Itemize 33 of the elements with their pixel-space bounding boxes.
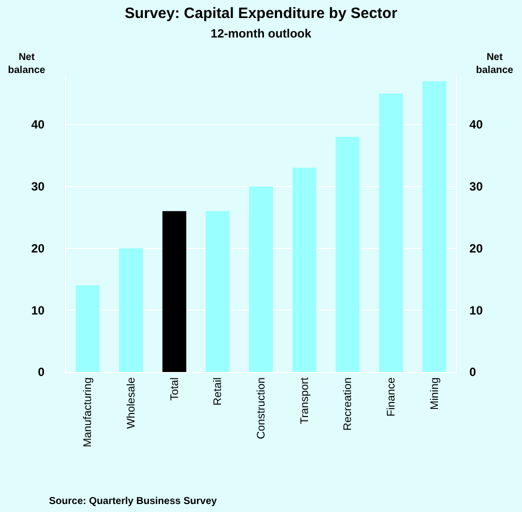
x-tick-label: Finance — [386, 377, 398, 417]
y2-tick-label: 10 — [469, 303, 484, 318]
x-tick-label: Total — [168, 377, 181, 401]
x-tick-label: Recreation — [342, 377, 354, 431]
chart-subtitle: 12-month outlook — [210, 26, 312, 40]
bar — [292, 168, 316, 372]
x-tick-label: Wholesale — [126, 377, 138, 429]
y-tick-label: 40 — [31, 118, 45, 132]
y2-tick-label: 20 — [469, 241, 484, 256]
y2-tick-label: 30 — [469, 180, 484, 194]
y-tick-label: 10 — [31, 303, 45, 318]
bar — [119, 248, 143, 372]
x-tick-label: Mining — [428, 377, 441, 410]
bar — [422, 81, 446, 372]
y2-axis-title: Net balance — [476, 52, 514, 76]
bar — [379, 94, 403, 372]
y2-tick-label: 40 — [469, 118, 484, 132]
x-tick-label: Retail — [212, 377, 224, 406]
y2-tick-label: 0 — [469, 365, 476, 380]
x-tick-label: Construction — [256, 377, 268, 440]
bar — [336, 136, 360, 372]
y-tick-label: 0 — [38, 365, 45, 380]
bar — [76, 285, 100, 372]
chart-title: Survey: Capital Expenditure by Sector — [124, 4, 398, 22]
y-axis-title: Net balance — [8, 52, 46, 76]
y-tick-label: 30 — [31, 180, 45, 194]
x-tick-label: Manufacturing — [82, 377, 94, 448]
x-tick-label: Transport — [298, 377, 311, 424]
bar — [249, 186, 273, 372]
source-note: Source: Quarterly Business Survey — [49, 496, 218, 507]
y-tick-label: 20 — [31, 241, 45, 256]
bar — [162, 211, 186, 372]
bar — [206, 211, 230, 372]
